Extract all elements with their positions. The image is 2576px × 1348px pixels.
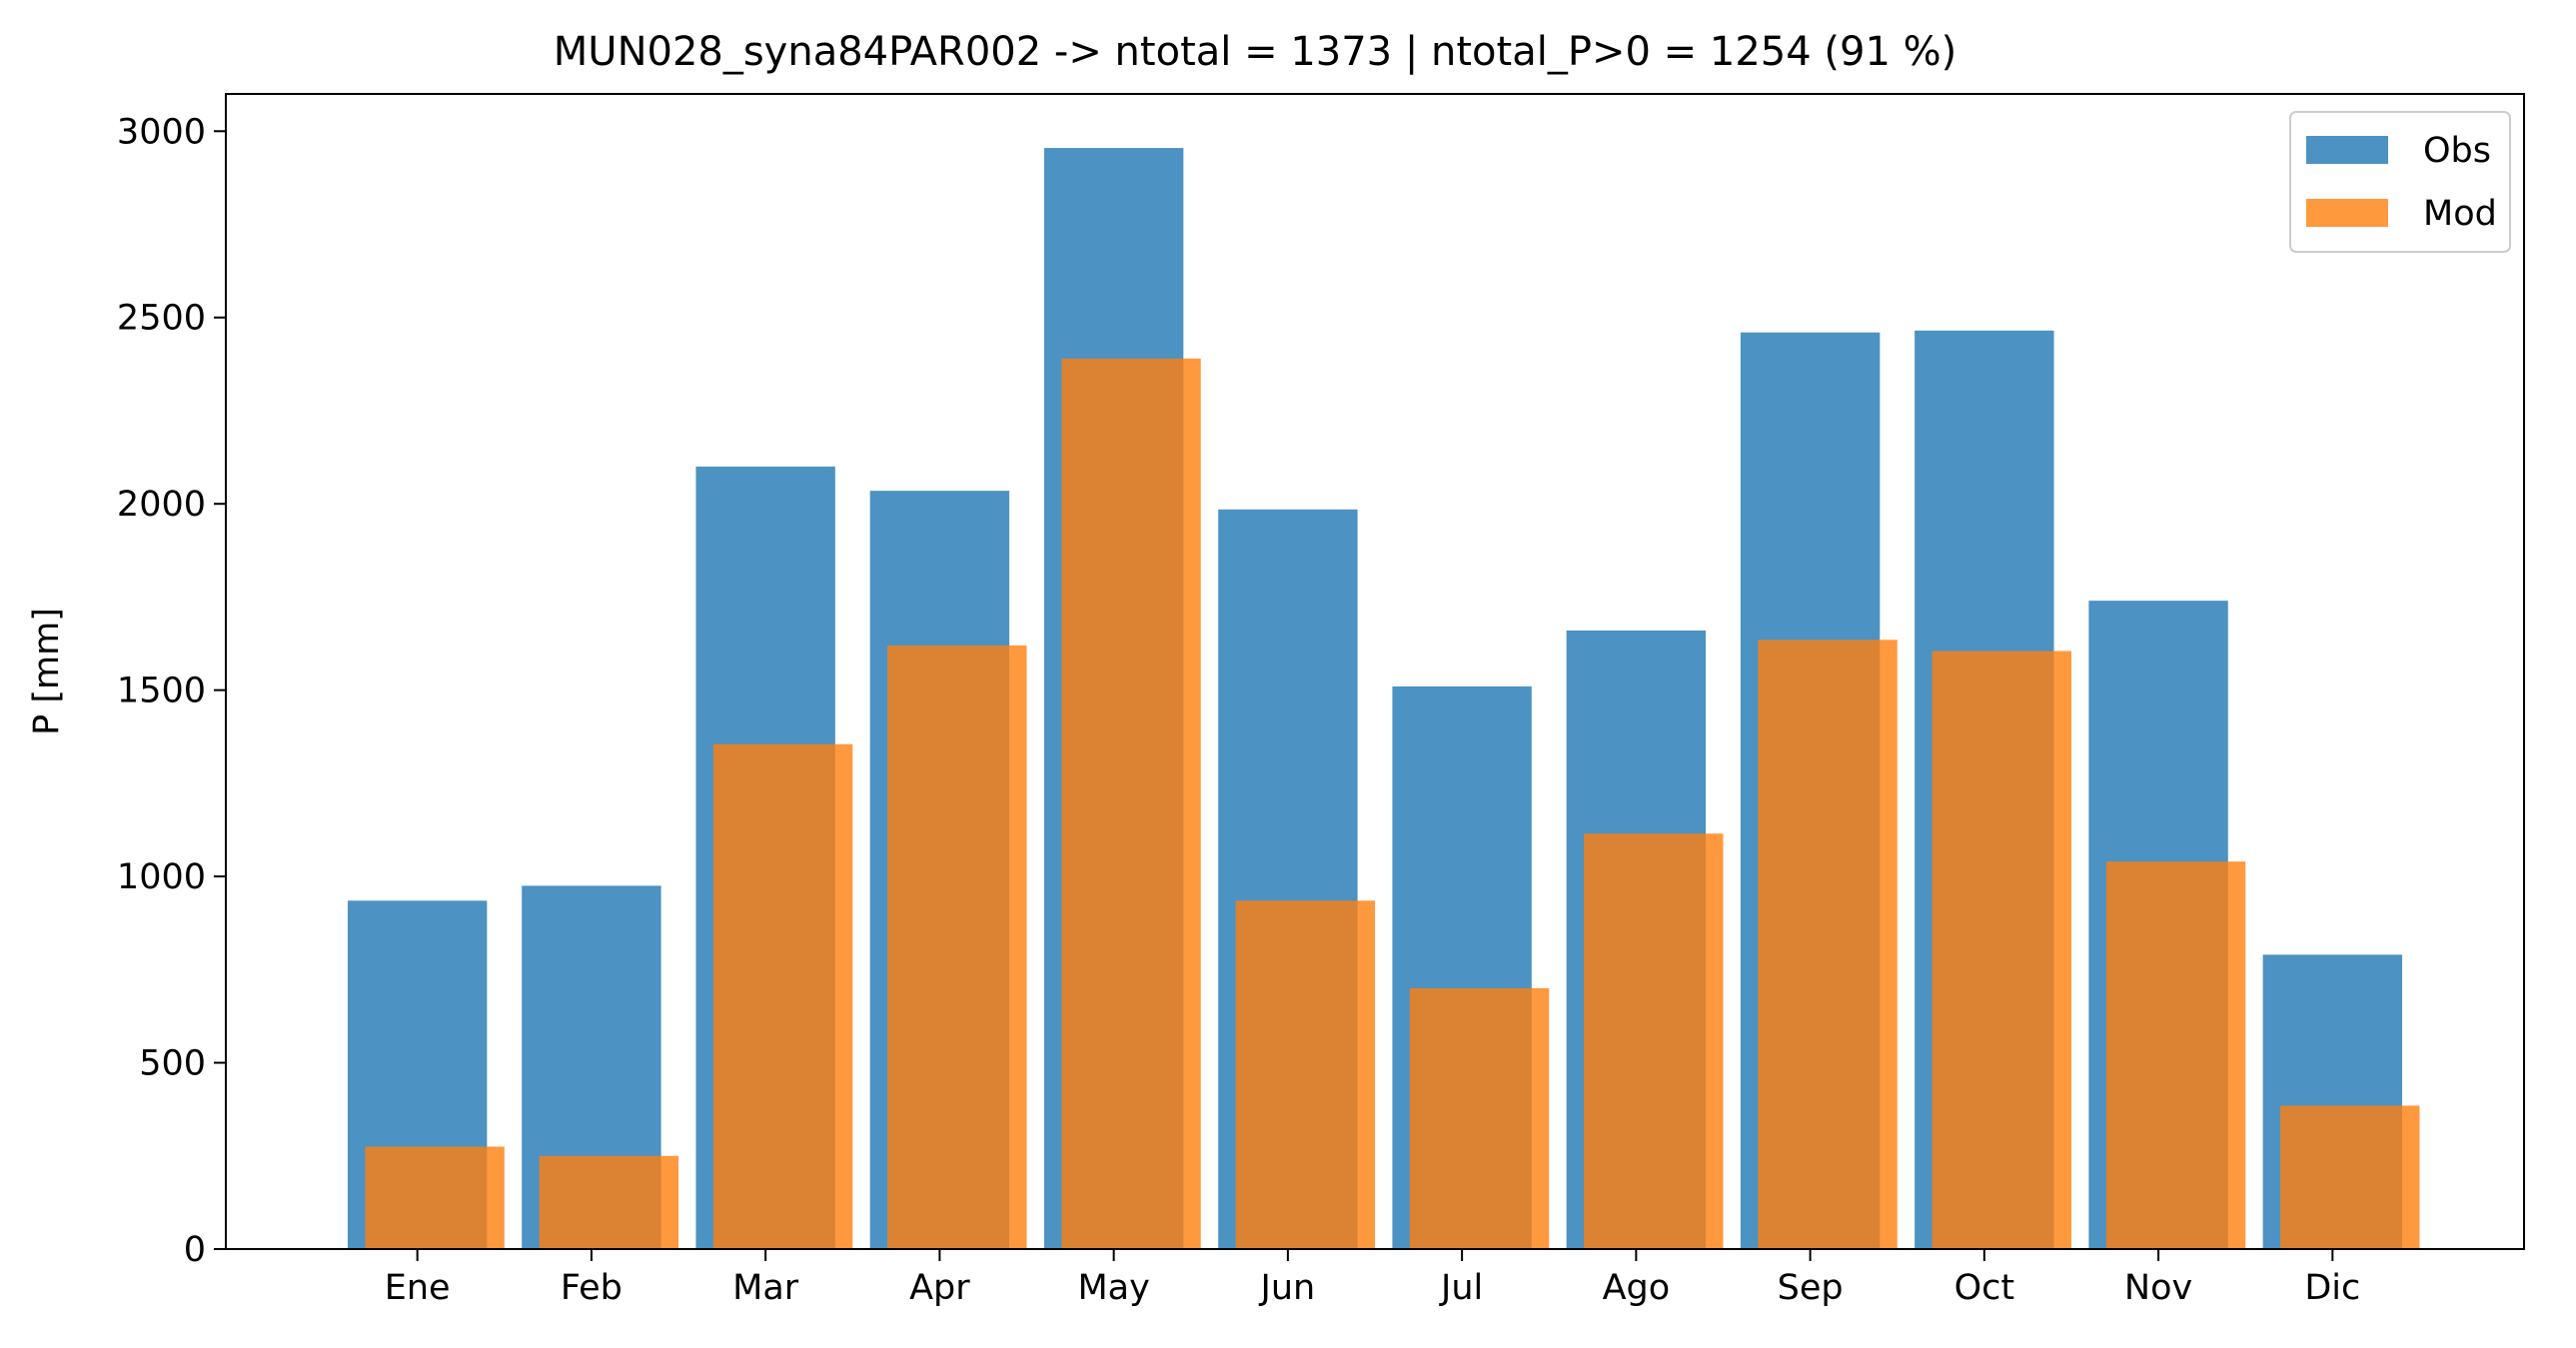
y-tick-label: 0 (184, 1230, 206, 1270)
y-tick-label: 1000 (117, 857, 206, 897)
x-tick-label: Jul (1439, 1268, 1483, 1308)
y-tick-label: 3000 (117, 112, 206, 152)
x-tick-label: Feb (561, 1268, 623, 1308)
plot-frame (225, 93, 2525, 1250)
x-tick-label: Nov (2124, 1268, 2192, 1308)
y-tick-label: 2000 (117, 485, 206, 525)
x-tick-label: Mar (732, 1268, 799, 1308)
bar-mod-sep (1758, 640, 1898, 1249)
legend-label-obs: Obs (2423, 131, 2491, 171)
x-tick-label: Ago (1603, 1268, 1671, 1308)
legend-label-mod: Mod (2423, 194, 2497, 234)
y-axis-ticks: 0 500 1000 1500 2000 2500 3000 (117, 112, 226, 1270)
chart-title: MUN028_syna84PAR002 -> ntotal = 1373 | n… (554, 29, 1956, 75)
bar-mod-ago (1584, 833, 1724, 1249)
y-axis-label: P [mm] (27, 608, 67, 735)
x-axis-ticks: Ene Feb Mar Apr May Jun Jul Ago Sep Oct Nov Dic (385, 1249, 2360, 1308)
x-tick-label: Ene (385, 1268, 451, 1308)
x-tick-label: Sep (1778, 1268, 1844, 1308)
bar-mod-apr (887, 645, 1027, 1249)
bar-mod-oct (1932, 651, 2071, 1249)
legend: Obs Mod (2289, 111, 2511, 253)
legend-swatch-mod (2306, 199, 2388, 227)
x-tick-label: Oct (1954, 1268, 2015, 1308)
bar-mod-nov (2105, 861, 2246, 1249)
bar-mod-dic (2280, 1105, 2420, 1249)
bars-group (347, 148, 2420, 1250)
bar-mod-feb (539, 1155, 679, 1249)
x-tick-label: Dic (2304, 1268, 2360, 1308)
y-tick-label: 500 (139, 1044, 206, 1084)
bar-mod-jun (1235, 900, 1375, 1249)
legend-swatch-obs (2306, 136, 2388, 164)
x-tick-label: Apr (909, 1268, 970, 1308)
bar-mod-jul (1409, 987, 1550, 1249)
y-tick-label: 1500 (117, 672, 206, 711)
x-tick-label: Jun (1259, 1268, 1316, 1308)
bar-mod-ene (365, 1146, 505, 1249)
y-tick-label: 2500 (117, 299, 206, 339)
x-tick-label: May (1077, 1268, 1149, 1308)
bar-mod-may (1061, 358, 1201, 1249)
bar-mod-mar (712, 743, 853, 1249)
